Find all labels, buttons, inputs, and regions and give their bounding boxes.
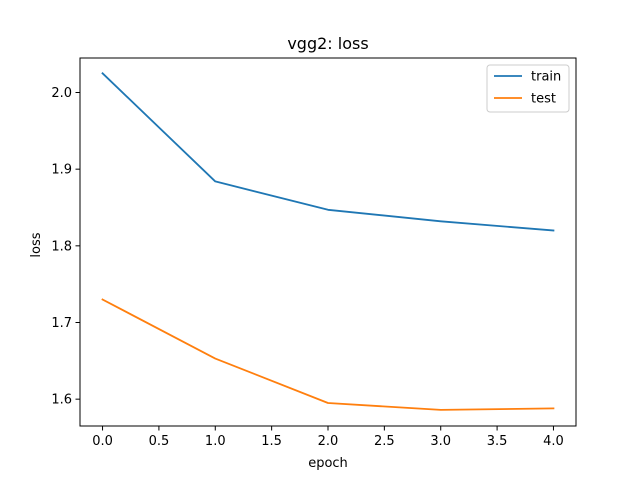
y-tick-label: 1.9 (51, 163, 72, 178)
x-tick-label: 3.0 (430, 434, 451, 449)
y-tick-label: 1.8 (51, 239, 72, 254)
x-tick-label: 2.0 (318, 434, 339, 449)
x-tick-label: 0.5 (149, 434, 170, 449)
y-tick-label: 1.6 (51, 393, 72, 408)
x-tick-label: 0.0 (92, 434, 113, 449)
legend-label-test: test (531, 92, 556, 107)
y-axis-label: loss (29, 232, 44, 257)
series-line-train (101, 72, 555, 232)
y-tick-label: 1.7 (51, 316, 72, 331)
series-line-test (101, 298, 555, 411)
x-tick-label: 1.0 (205, 434, 226, 449)
x-tick-label: 2.5 (374, 434, 395, 449)
x-tick-label: 1.5 (261, 434, 282, 449)
plot-area: 0.0 0.5 1.0 1.5 2.0 2.5 3.0 3.5 4.0 1.6 1.7 1.8 1.9 2… (51, 57, 577, 449)
y-tick-label: 2.0 (51, 86, 72, 101)
x-tick-label: 3.5 (487, 434, 508, 449)
x-axis-label: epoch (308, 456, 348, 471)
x-tick-label: 4.0 (543, 434, 564, 449)
legend: train test (486, 64, 570, 113)
chart-title: vgg2: loss (287, 34, 368, 53)
legend-label-train: train (531, 70, 561, 85)
